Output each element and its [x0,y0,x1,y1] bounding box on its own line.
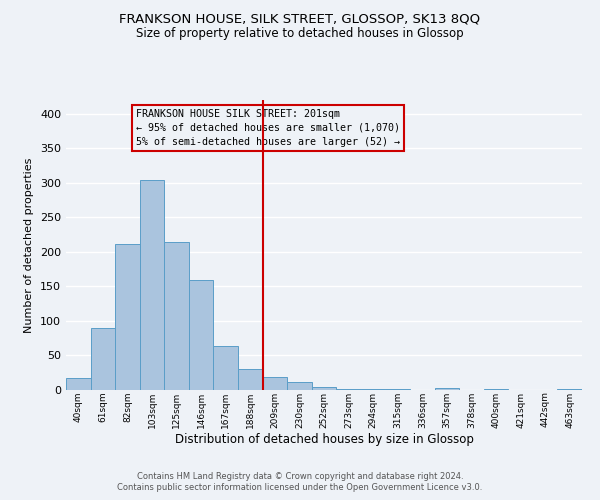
Bar [263,377,287,390]
Bar [115,244,140,390]
Text: FRANKSON HOUSE, SILK STREET, GLOSSOP, SK13 8QQ: FRANKSON HOUSE, SILK STREET, GLOSSOP, SK… [119,12,481,26]
Bar [238,370,263,390]
Bar [336,388,361,390]
Bar [164,242,189,390]
Bar [214,346,238,390]
Bar [66,378,91,390]
Bar [140,180,164,390]
Text: Size of property relative to detached houses in Glossop: Size of property relative to detached ho… [136,28,464,40]
Bar [91,328,115,390]
Bar [434,388,459,390]
Text: Contains HM Land Registry data © Crown copyright and database right 2024.
Contai: Contains HM Land Registry data © Crown c… [118,472,482,492]
Text: FRANKSON HOUSE SILK STREET: 201sqm
← 95% of detached houses are smaller (1,070)
: FRANKSON HOUSE SILK STREET: 201sqm ← 95%… [136,108,400,146]
Bar [312,387,336,390]
Bar [287,382,312,390]
Bar [189,280,214,390]
Y-axis label: Number of detached properties: Number of detached properties [25,158,34,332]
X-axis label: Distribution of detached houses by size in Glossop: Distribution of detached houses by size … [175,434,473,446]
